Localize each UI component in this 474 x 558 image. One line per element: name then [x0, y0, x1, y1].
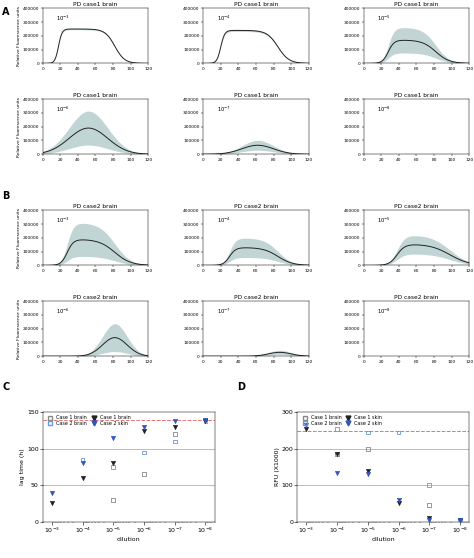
Text: $10^{-5}$: $10^{-5}$ — [377, 216, 391, 225]
Title: PD case1 brain: PD case1 brain — [73, 2, 118, 7]
Point — [79, 474, 86, 483]
Point — [48, 499, 56, 508]
Point — [109, 463, 117, 472]
Title: PD case2 brain: PD case2 brain — [234, 204, 278, 209]
Title: PD case2 brain: PD case2 brain — [73, 295, 118, 300]
Point — [109, 496, 117, 504]
Point — [201, 417, 209, 426]
Text: $10^{-4}$: $10^{-4}$ — [217, 216, 231, 225]
Title: PD case1 brain: PD case1 brain — [73, 93, 118, 98]
Point — [201, 415, 209, 424]
Point — [201, 417, 209, 426]
Point — [140, 426, 148, 435]
Point — [456, 516, 464, 525]
Point — [48, 488, 56, 497]
Text: $10^{-6}$: $10^{-6}$ — [56, 105, 70, 114]
Title: PD case1 brain: PD case1 brain — [394, 93, 438, 98]
Point — [364, 470, 372, 479]
Y-axis label: Relative Fluorescence units: Relative Fluorescence units — [17, 208, 20, 268]
Title: PD case1 brain: PD case1 brain — [234, 93, 278, 98]
Text: C: C — [2, 382, 9, 392]
Point — [171, 430, 179, 439]
Point — [201, 415, 209, 424]
Point — [109, 459, 117, 468]
Point — [426, 516, 433, 525]
X-axis label: dilution: dilution — [117, 537, 140, 542]
Point — [140, 422, 148, 431]
Point — [333, 450, 341, 459]
Text: $10^{-3}$: $10^{-3}$ — [56, 14, 70, 23]
Title: PD case2 brain: PD case2 brain — [394, 204, 438, 209]
Point — [426, 481, 433, 490]
Point — [171, 417, 179, 426]
Point — [364, 428, 372, 437]
Point — [171, 422, 179, 431]
Point — [333, 468, 341, 477]
Point — [456, 516, 464, 525]
Y-axis label: RFU (X1000): RFU (X1000) — [275, 448, 280, 487]
Title: PD case2 brain: PD case2 brain — [394, 295, 438, 300]
Text: $10^{-8}$: $10^{-8}$ — [377, 105, 392, 114]
Text: $10^{-8}$: $10^{-8}$ — [377, 307, 392, 316]
Point — [364, 466, 372, 475]
X-axis label: dilution: dilution — [372, 537, 395, 542]
Title: PD case1 brain: PD case1 brain — [394, 2, 438, 7]
Point — [364, 444, 372, 453]
Y-axis label: Relative Fluorescence units: Relative Fluorescence units — [17, 6, 20, 66]
Text: $10^{-5}$: $10^{-5}$ — [377, 14, 391, 23]
Text: $10^{-7}$: $10^{-7}$ — [217, 105, 231, 114]
Point — [303, 424, 310, 433]
Legend: Case 1 brain, Case 2 brain, Case 1 brain, Case 2 skin: Case 1 brain, Case 2 brain, Case 1 brain… — [45, 415, 131, 426]
Point — [140, 448, 148, 457]
Point — [395, 496, 402, 504]
Point — [79, 455, 86, 464]
Point — [333, 424, 341, 433]
Point — [456, 516, 464, 525]
Point — [79, 459, 86, 468]
Point — [426, 501, 433, 510]
Text: $10^{-7}$: $10^{-7}$ — [217, 307, 231, 316]
Point — [426, 513, 433, 522]
Point — [395, 499, 402, 508]
Title: PD case2 brain: PD case2 brain — [234, 295, 278, 300]
Point — [171, 437, 179, 446]
Y-axis label: Relative Fluorescence units: Relative Fluorescence units — [17, 299, 20, 359]
Point — [395, 428, 402, 437]
Legend: Case 1 brain, Case 2 brain, Case 1 skin, Case 2 skin: Case 1 brain, Case 2 brain, Case 1 skin,… — [300, 415, 383, 426]
Text: A: A — [2, 7, 10, 17]
Text: B: B — [2, 191, 10, 201]
Y-axis label: Relative Fluorescence units: Relative Fluorescence units — [17, 97, 20, 157]
Point — [109, 434, 117, 442]
Text: D: D — [237, 382, 245, 392]
Title: PD case1 brain: PD case1 brain — [234, 2, 278, 7]
Title: PD case2 brain: PD case2 brain — [73, 204, 118, 209]
Text: $10^{-3}$: $10^{-3}$ — [56, 216, 70, 225]
Point — [456, 516, 464, 525]
Text: $10^{-6}$: $10^{-6}$ — [56, 307, 70, 316]
Point — [303, 421, 310, 430]
Y-axis label: lag time (h): lag time (h) — [20, 449, 26, 485]
Point — [140, 470, 148, 479]
Point — [333, 450, 341, 459]
Text: $10^{-4}$: $10^{-4}$ — [217, 14, 231, 23]
